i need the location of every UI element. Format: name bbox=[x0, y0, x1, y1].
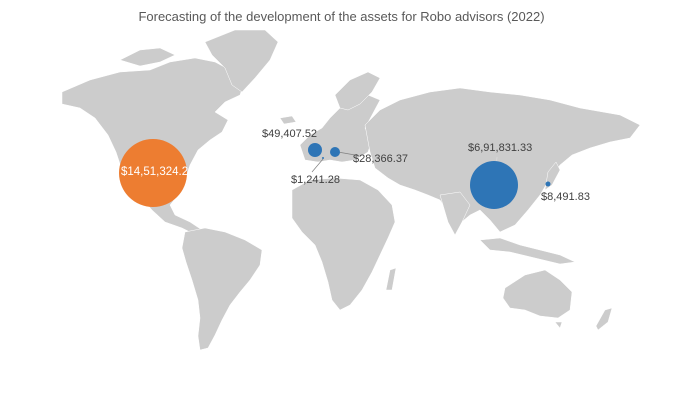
label-france: $1,241.28 bbox=[291, 174, 340, 186]
iceland bbox=[279, 115, 297, 125]
bubble-uk bbox=[308, 143, 322, 157]
tasmania bbox=[554, 321, 563, 329]
leader-line-germany bbox=[337, 151, 356, 156]
new-zealand bbox=[595, 307, 613, 331]
greenland bbox=[204, 29, 279, 93]
bubble-usa bbox=[119, 139, 187, 207]
arctic-islands bbox=[119, 47, 176, 67]
australia bbox=[502, 269, 573, 319]
india bbox=[439, 191, 471, 236]
africa bbox=[291, 177, 396, 311]
label-usa: $14,51,324.28 bbox=[121, 166, 195, 178]
bubble-france bbox=[322, 157, 324, 159]
madagascar bbox=[385, 267, 397, 291]
label-china: $6,91,831.33 bbox=[468, 142, 533, 154]
bubble-germany bbox=[330, 147, 340, 157]
south-america bbox=[181, 227, 263, 351]
label-japan: $8,491.83 bbox=[541, 191, 590, 203]
label-uk: $49,407.52 bbox=[262, 128, 318, 140]
bubble-japan bbox=[545, 181, 551, 187]
label-germany: $28,366.37 bbox=[353, 153, 409, 165]
bubble-china bbox=[470, 161, 518, 209]
asia bbox=[364, 87, 641, 233]
scandinavia bbox=[334, 71, 381, 111]
leader-line-france bbox=[311, 158, 324, 173]
se-asia-islands bbox=[479, 237, 576, 265]
chart-title: Forecasting of the development of the as… bbox=[138, 9, 545, 24]
